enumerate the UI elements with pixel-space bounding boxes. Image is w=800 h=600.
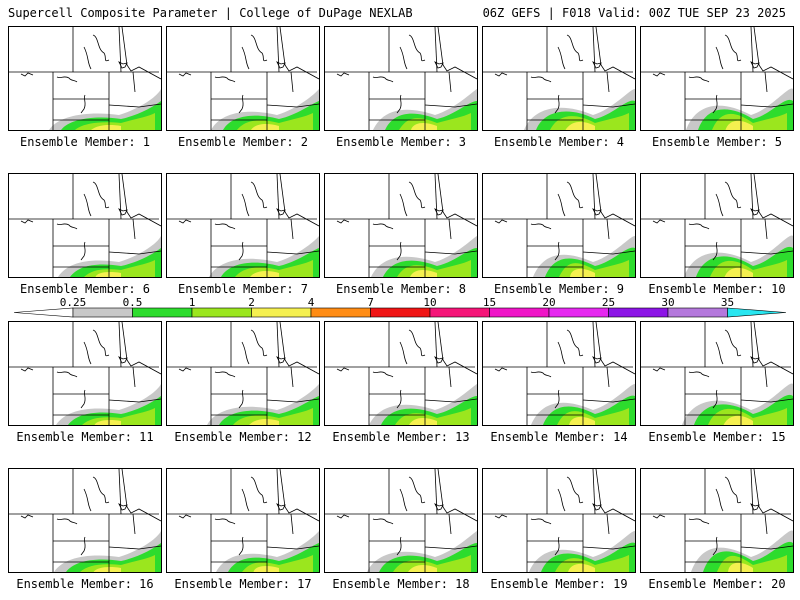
member-map-drawing bbox=[9, 174, 161, 277]
ensemble-member-label: Ensemble Member: 9 bbox=[493, 282, 625, 296]
legend-segment bbox=[608, 307, 669, 318]
ensemble-member-map bbox=[324, 468, 478, 573]
member-map-drawing bbox=[9, 469, 161, 572]
ensemble-member-label: Ensemble Member: 5 bbox=[651, 135, 783, 149]
member-map-drawing bbox=[641, 27, 793, 130]
member-map-drawing bbox=[483, 174, 635, 277]
legend-tick-label: 4 bbox=[307, 296, 315, 309]
legend-segment bbox=[310, 307, 371, 318]
legend-tick-label: 1 bbox=[188, 296, 196, 309]
member-map-drawing bbox=[325, 322, 477, 425]
ensemble-member-map bbox=[482, 173, 636, 278]
ensemble-member-map bbox=[324, 26, 478, 131]
legend-tick-label: 10 bbox=[423, 296, 437, 309]
ensemble-member-map bbox=[482, 468, 636, 573]
ensemble-member-map bbox=[8, 468, 162, 573]
ensemble-member-map bbox=[640, 468, 794, 573]
member-map-drawing bbox=[641, 174, 793, 277]
member-map-drawing bbox=[483, 27, 635, 130]
legend-segment bbox=[548, 307, 609, 318]
ensemble-member-map bbox=[166, 26, 320, 131]
legend-segment bbox=[191, 307, 252, 318]
ensemble-member-label: Ensemble Member: 19 bbox=[490, 577, 628, 591]
ensemble-member-map bbox=[8, 173, 162, 278]
page-title: Supercell Composite Parameter | College … bbox=[8, 6, 413, 20]
member-map-drawing bbox=[641, 322, 793, 425]
ensemble-member-map bbox=[640, 26, 794, 131]
ensemble-member-map bbox=[640, 173, 794, 278]
member-map-drawing bbox=[641, 469, 793, 572]
ensemble-member-label: Ensemble Member: 7 bbox=[177, 282, 309, 296]
ensemble-member-map bbox=[8, 26, 162, 131]
color-legend-bar bbox=[13, 307, 787, 318]
ensemble-member-label: Ensemble Member: 4 bbox=[493, 135, 625, 149]
member-map-drawing bbox=[325, 174, 477, 277]
member-map-drawing bbox=[325, 469, 477, 572]
ensemble-member-label: Ensemble Member: 18 bbox=[332, 577, 470, 591]
ensemble-member-map bbox=[482, 26, 636, 131]
member-map-drawing bbox=[483, 469, 635, 572]
ensemble-member-label: Ensemble Member: 16 bbox=[16, 577, 154, 591]
ensemble-member-label: Ensemble Member: 10 bbox=[648, 282, 786, 296]
member-map-drawing bbox=[167, 27, 319, 130]
ensemble-member-label: Ensemble Member: 11 bbox=[16, 430, 154, 444]
legend-segment bbox=[72, 307, 133, 318]
legend-segment bbox=[429, 307, 490, 318]
color-legend: 0.25 0.5 1 2 4 7 10 15 20 25 30 35 bbox=[10, 297, 790, 319]
ensemble-member-map bbox=[8, 321, 162, 426]
model-run-info: 06Z GEFS | F018 Valid: 00Z TUE SEP 23 20… bbox=[482, 6, 786, 20]
ensemble-member-map bbox=[324, 173, 478, 278]
legend-tick-label: 0.25 bbox=[59, 296, 87, 309]
legend-tick-label: 25 bbox=[601, 296, 616, 309]
ensemble-member-label: Ensemble Member: 13 bbox=[332, 430, 470, 444]
ensemble-member-label: Ensemble Member: 20 bbox=[648, 577, 786, 591]
ensemble-member-map bbox=[324, 321, 478, 426]
ensemble-member-label: Ensemble Member: 6 bbox=[19, 282, 151, 296]
legend-segment bbox=[370, 307, 431, 318]
ensemble-member-map bbox=[166, 173, 320, 278]
member-map-drawing bbox=[9, 27, 161, 130]
legend-tick-label: 0.5 bbox=[122, 296, 143, 309]
ensemble-member-map bbox=[640, 321, 794, 426]
member-map-drawing bbox=[167, 322, 319, 425]
member-map-drawing bbox=[325, 27, 477, 130]
legend-tick-label: 2 bbox=[248, 296, 255, 309]
legend-tick-label: 15 bbox=[482, 296, 497, 309]
member-map-drawing bbox=[9, 322, 161, 425]
ensemble-member-label: Ensemble Member: 8 bbox=[335, 282, 467, 296]
legend-segment bbox=[489, 307, 550, 318]
ensemble-member-map bbox=[482, 321, 636, 426]
ensemble-member-label: Ensemble Member: 12 bbox=[174, 430, 312, 444]
ensemble-member-label: Ensemble Member: 14 bbox=[490, 430, 628, 444]
legend-segment bbox=[727, 307, 787, 318]
ensemble-member-map bbox=[166, 321, 320, 426]
legend-tick-label: 35 bbox=[720, 296, 735, 309]
legend-segment bbox=[13, 307, 74, 318]
ensemble-member-label: Ensemble Member: 1 bbox=[19, 135, 151, 149]
legend-tick-label: 30 bbox=[661, 296, 675, 309]
member-map-drawing bbox=[167, 469, 319, 572]
legend-tick-label: 7 bbox=[367, 296, 374, 309]
ensemble-member-label: Ensemble Member: 17 bbox=[174, 577, 312, 591]
legend-segment bbox=[251, 307, 312, 318]
ensemble-member-label: Ensemble Member: 3 bbox=[335, 135, 467, 149]
legend-segment bbox=[667, 307, 728, 318]
legend-segment bbox=[132, 307, 193, 318]
ensemble-member-map bbox=[166, 468, 320, 573]
ensemble-member-label: Ensemble Member: 15 bbox=[648, 430, 786, 444]
ensemble-member-label: Ensemble Member: 2 bbox=[177, 135, 309, 149]
member-map-drawing bbox=[167, 174, 319, 277]
legend-tick-label: 20 bbox=[542, 296, 556, 309]
member-map-drawing bbox=[483, 322, 635, 425]
